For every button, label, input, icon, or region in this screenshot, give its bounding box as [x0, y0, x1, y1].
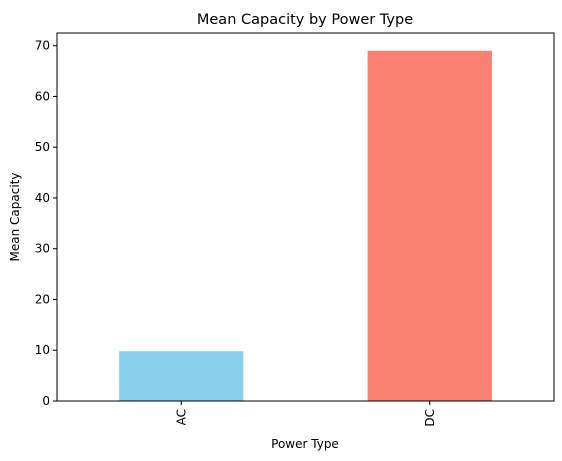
x-tick-label: DC	[423, 409, 437, 427]
x-axis-label: Power Type	[271, 437, 339, 451]
y-axis-ticks: 0 10 20 30 40 50 60 70	[35, 39, 57, 408]
x-axis-ticks: AC DC	[174, 401, 437, 427]
y-tick-label: 60	[35, 89, 50, 103]
y-tick-label: 0	[42, 394, 50, 408]
bars-group	[119, 50, 492, 402]
y-tick-label: 10	[35, 343, 50, 357]
chart-title: Mean Capacity by Power Type	[197, 12, 413, 28]
y-tick-label: 50	[35, 140, 50, 154]
bar-ac	[119, 351, 244, 401]
y-tick-label: 30	[35, 242, 50, 256]
y-tick-label: 70	[35, 39, 50, 53]
y-tick-label: 20	[35, 292, 50, 306]
x-tick-label: AC	[174, 409, 188, 425]
bar-dc	[367, 50, 492, 402]
plot-frame	[56, 32, 555, 402]
y-axis-label: Mean Capacity	[8, 173, 22, 262]
y-tick-label: 40	[35, 191, 50, 205]
